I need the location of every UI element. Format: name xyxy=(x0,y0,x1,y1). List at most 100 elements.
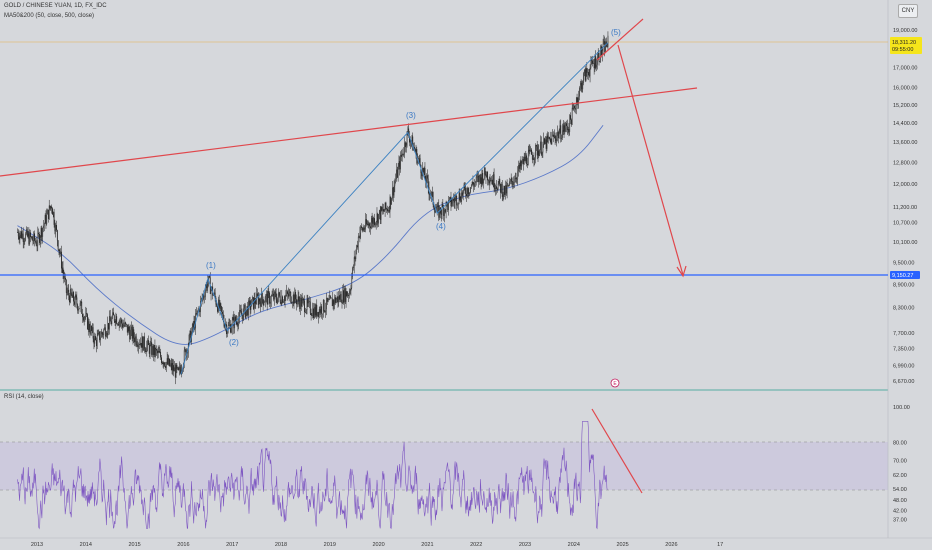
time-axis[interactable]: 2013 2014 2015 2016 2017 2018 2019 2020 2021 2022… xyxy=(31,542,723,548)
candle-body xyxy=(385,202,387,209)
candle-body xyxy=(85,313,87,318)
candle-body xyxy=(74,301,75,305)
candle-body xyxy=(205,283,207,290)
candle-body xyxy=(158,350,160,353)
candle-body xyxy=(105,335,107,337)
candle-body xyxy=(151,342,153,355)
candle-body xyxy=(601,51,603,56)
candle-body xyxy=(489,180,491,184)
candle-body xyxy=(526,155,528,165)
candle-body xyxy=(327,299,329,302)
candle-body xyxy=(83,317,85,321)
candle-body xyxy=(87,321,89,330)
candle-body xyxy=(270,296,272,302)
candle-body xyxy=(174,367,175,372)
candle-body xyxy=(386,208,388,210)
event-marker-icon[interactable] xyxy=(610,378,620,388)
candle-body xyxy=(128,326,130,332)
candle-body xyxy=(522,159,524,165)
candle-body xyxy=(318,312,319,317)
candle-body xyxy=(405,145,407,148)
symbol-title[interactable]: GOLD / CHINESE YUAN, 1D, FX_IDC xyxy=(4,3,107,9)
ma-indicator-title[interactable]: MA50&200 (50, close, 500, close) xyxy=(4,13,95,19)
candle-body xyxy=(338,295,340,303)
candle-body xyxy=(482,172,484,184)
candle-body xyxy=(31,236,33,241)
rsi-axis[interactable]: 100.00 80.00 70.00 62.00 54.00 48.00 42.00 37.0… xyxy=(893,405,910,524)
candle-body xyxy=(384,202,386,212)
candle-body xyxy=(342,290,344,304)
candle-body xyxy=(271,295,273,297)
candle-body xyxy=(568,129,570,132)
candle-body xyxy=(349,291,351,294)
trendline-resistance[interactable] xyxy=(0,87,698,177)
candle-body xyxy=(36,245,38,246)
candle-body xyxy=(161,362,163,364)
candle-body xyxy=(301,299,303,307)
candle-body xyxy=(514,182,515,183)
candle-body xyxy=(413,146,415,150)
last-price-value: 18,311.20 xyxy=(892,40,916,46)
candle-body xyxy=(219,303,221,309)
candle-body xyxy=(265,293,267,296)
candle-body xyxy=(57,240,59,250)
candle-body xyxy=(115,316,117,323)
elliott-wave-path[interactable] xyxy=(180,42,609,375)
candle-body xyxy=(191,323,193,332)
candle-body xyxy=(403,152,405,155)
candle-body xyxy=(510,178,512,181)
wave-label-2: (2) xyxy=(229,338,239,347)
candle-body xyxy=(122,323,123,328)
candle-body xyxy=(222,311,223,314)
candle-body xyxy=(89,329,91,334)
candle-body xyxy=(336,296,338,300)
candle-body xyxy=(113,315,115,321)
candle-body xyxy=(61,251,62,269)
candle-body xyxy=(53,212,55,225)
candle-body xyxy=(596,64,597,68)
projection-arrow-line[interactable] xyxy=(617,44,684,276)
candle-body xyxy=(43,225,44,229)
candle-body xyxy=(95,340,97,347)
candle-body xyxy=(418,158,420,159)
candle-body xyxy=(524,156,526,161)
candle-body xyxy=(214,292,216,298)
candle-body xyxy=(378,214,379,224)
candle-body xyxy=(174,367,176,378)
candle-body xyxy=(235,316,236,322)
trendline-upper[interactable] xyxy=(596,18,644,61)
candle-body xyxy=(399,161,401,170)
candle-body xyxy=(126,324,127,325)
candle-body xyxy=(200,300,201,313)
candle-body xyxy=(232,317,234,321)
candle-body xyxy=(30,236,32,238)
candle-body xyxy=(136,344,138,346)
rsi-trendline[interactable] xyxy=(591,408,643,494)
rsi-tick-label: 100.00 xyxy=(893,405,910,411)
candle-body xyxy=(605,41,606,53)
candle-body xyxy=(283,301,285,302)
candle-body xyxy=(458,193,460,203)
candle-body xyxy=(432,192,434,205)
candle-body xyxy=(82,313,83,318)
candle-body xyxy=(152,346,154,355)
currency-button[interactable]: CNY xyxy=(898,4,918,18)
rsi-indicator-title[interactable]: RSI (14, close) xyxy=(4,394,44,400)
candle-body xyxy=(78,308,79,311)
candle-body xyxy=(589,67,591,76)
candle-body xyxy=(134,337,135,343)
price-axis[interactable]: 19,000.00 17,000.00 16,000.00 15,200.00 14,4… xyxy=(893,28,917,385)
candle-body xyxy=(25,233,27,241)
candle-body xyxy=(381,207,383,211)
candle-body xyxy=(533,158,535,160)
candle-body xyxy=(379,210,381,220)
candle-body xyxy=(125,322,127,325)
candle-body xyxy=(280,301,282,305)
candle-body xyxy=(600,46,602,62)
candle-body xyxy=(431,192,433,193)
price-tick-label: 7,700.00 xyxy=(893,331,914,337)
candle-body xyxy=(555,138,557,142)
candle-body xyxy=(466,193,467,197)
candle-body xyxy=(106,332,108,336)
